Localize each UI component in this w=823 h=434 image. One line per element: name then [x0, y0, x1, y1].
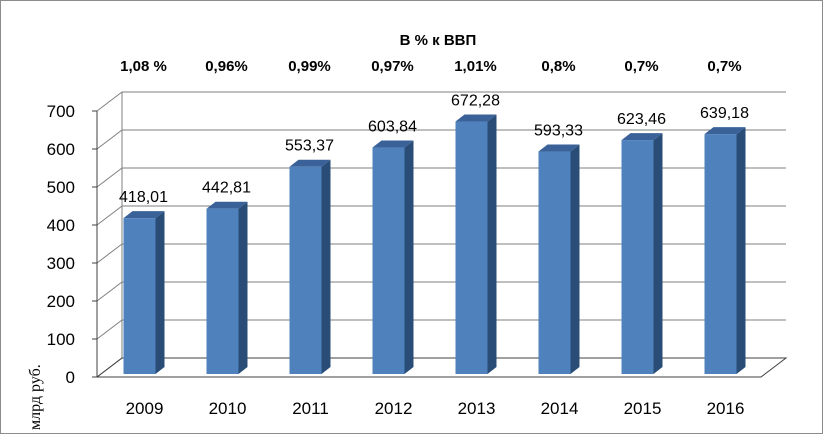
bar — [704, 134, 737, 374]
y-tick-label: 400 — [47, 216, 75, 235]
x-tick-label: 2015 — [624, 399, 662, 418]
bar — [538, 151, 571, 374]
gdp-share-label: 1,08 % — [120, 58, 167, 75]
bar-top — [206, 201, 248, 209]
bar-value-label: 593,33 — [534, 123, 583, 140]
bar-top — [372, 140, 414, 148]
side-wall-gridline — [96, 243, 123, 264]
bar-side — [321, 159, 331, 374]
x-tick-label: 2016 — [707, 399, 745, 418]
bar-side — [404, 140, 414, 374]
gdp-share-label: 0,96% — [205, 58, 248, 75]
bar-top — [123, 211, 165, 219]
bar-value-label: 442,81 — [202, 180, 251, 197]
y-tick-label: 300 — [47, 254, 75, 273]
side-wall-gridline — [96, 205, 123, 226]
floor-plane — [95, 357, 788, 378]
y-tick-label: 700 — [47, 102, 75, 121]
bar-top — [704, 127, 746, 135]
bar-side — [653, 133, 663, 374]
gdp-share-title: В % к ВВП — [400, 32, 477, 49]
axis-layer: 0 100 200 300 400 500 600 700 — [47, 102, 788, 387]
bar — [455, 121, 488, 374]
bar — [289, 166, 322, 374]
gdp-share-label: 0,7% — [707, 58, 741, 75]
bar-top — [455, 114, 497, 122]
x-tick-label: 2010 — [209, 399, 247, 418]
bar-top — [289, 159, 331, 167]
label-layer: 418,01 2009 1,08 % 442,81 2010 0,96% 553,37 201… — [119, 58, 749, 418]
bar-value-label: 553,37 — [285, 138, 334, 155]
bar-layer — [123, 114, 746, 374]
gdp-share-label: 1,01% — [454, 58, 497, 75]
bar-side — [238, 201, 248, 374]
bar — [123, 218, 156, 374]
y-tick-label: 100 — [47, 330, 75, 349]
bar-side — [736, 127, 746, 374]
bar-top — [538, 144, 580, 152]
x-tick-label: 2009 — [126, 399, 164, 418]
gdp-share-label: 0,7% — [624, 58, 658, 75]
x-tick-label: 2014 — [541, 399, 579, 418]
y-tick-label: 200 — [47, 292, 75, 311]
x-tick-label: 2013 — [458, 399, 496, 418]
bar-top — [621, 133, 663, 141]
side-wall-gridline — [96, 167, 123, 188]
bar-side — [155, 211, 165, 374]
side-wall-gridline — [96, 319, 123, 340]
bar — [206, 208, 239, 374]
side-wall-gridline — [96, 129, 123, 150]
bar-side — [487, 114, 497, 374]
bar — [372, 147, 405, 374]
bar-value-label: 603,84 — [368, 119, 417, 136]
side-wall-gridline — [96, 91, 123, 112]
bar-value-label: 623,46 — [617, 111, 666, 128]
bar-side — [570, 144, 580, 374]
bar — [621, 140, 654, 374]
x-tick-label: 2011 — [292, 399, 329, 418]
gdp-share-label: 0,8% — [541, 58, 575, 75]
grid-layer — [96, 91, 786, 378]
bar-value-label: 639,18 — [700, 105, 749, 122]
x-tick-label: 2012 — [375, 399, 413, 418]
bar-value-label: 418,01 — [119, 189, 168, 206]
bar-value-label: 672,28 — [451, 93, 500, 110]
y-tick-label: 600 — [47, 140, 75, 159]
gdp-share-label: 0,99% — [288, 58, 331, 75]
side-wall-gridline — [96, 281, 123, 302]
y-axis-label: млрд руб. — [27, 364, 44, 430]
gdp-share-label: 0,97% — [371, 58, 414, 75]
y-tick-label: 0 — [66, 368, 75, 387]
y-tick-label: 500 — [47, 178, 75, 197]
